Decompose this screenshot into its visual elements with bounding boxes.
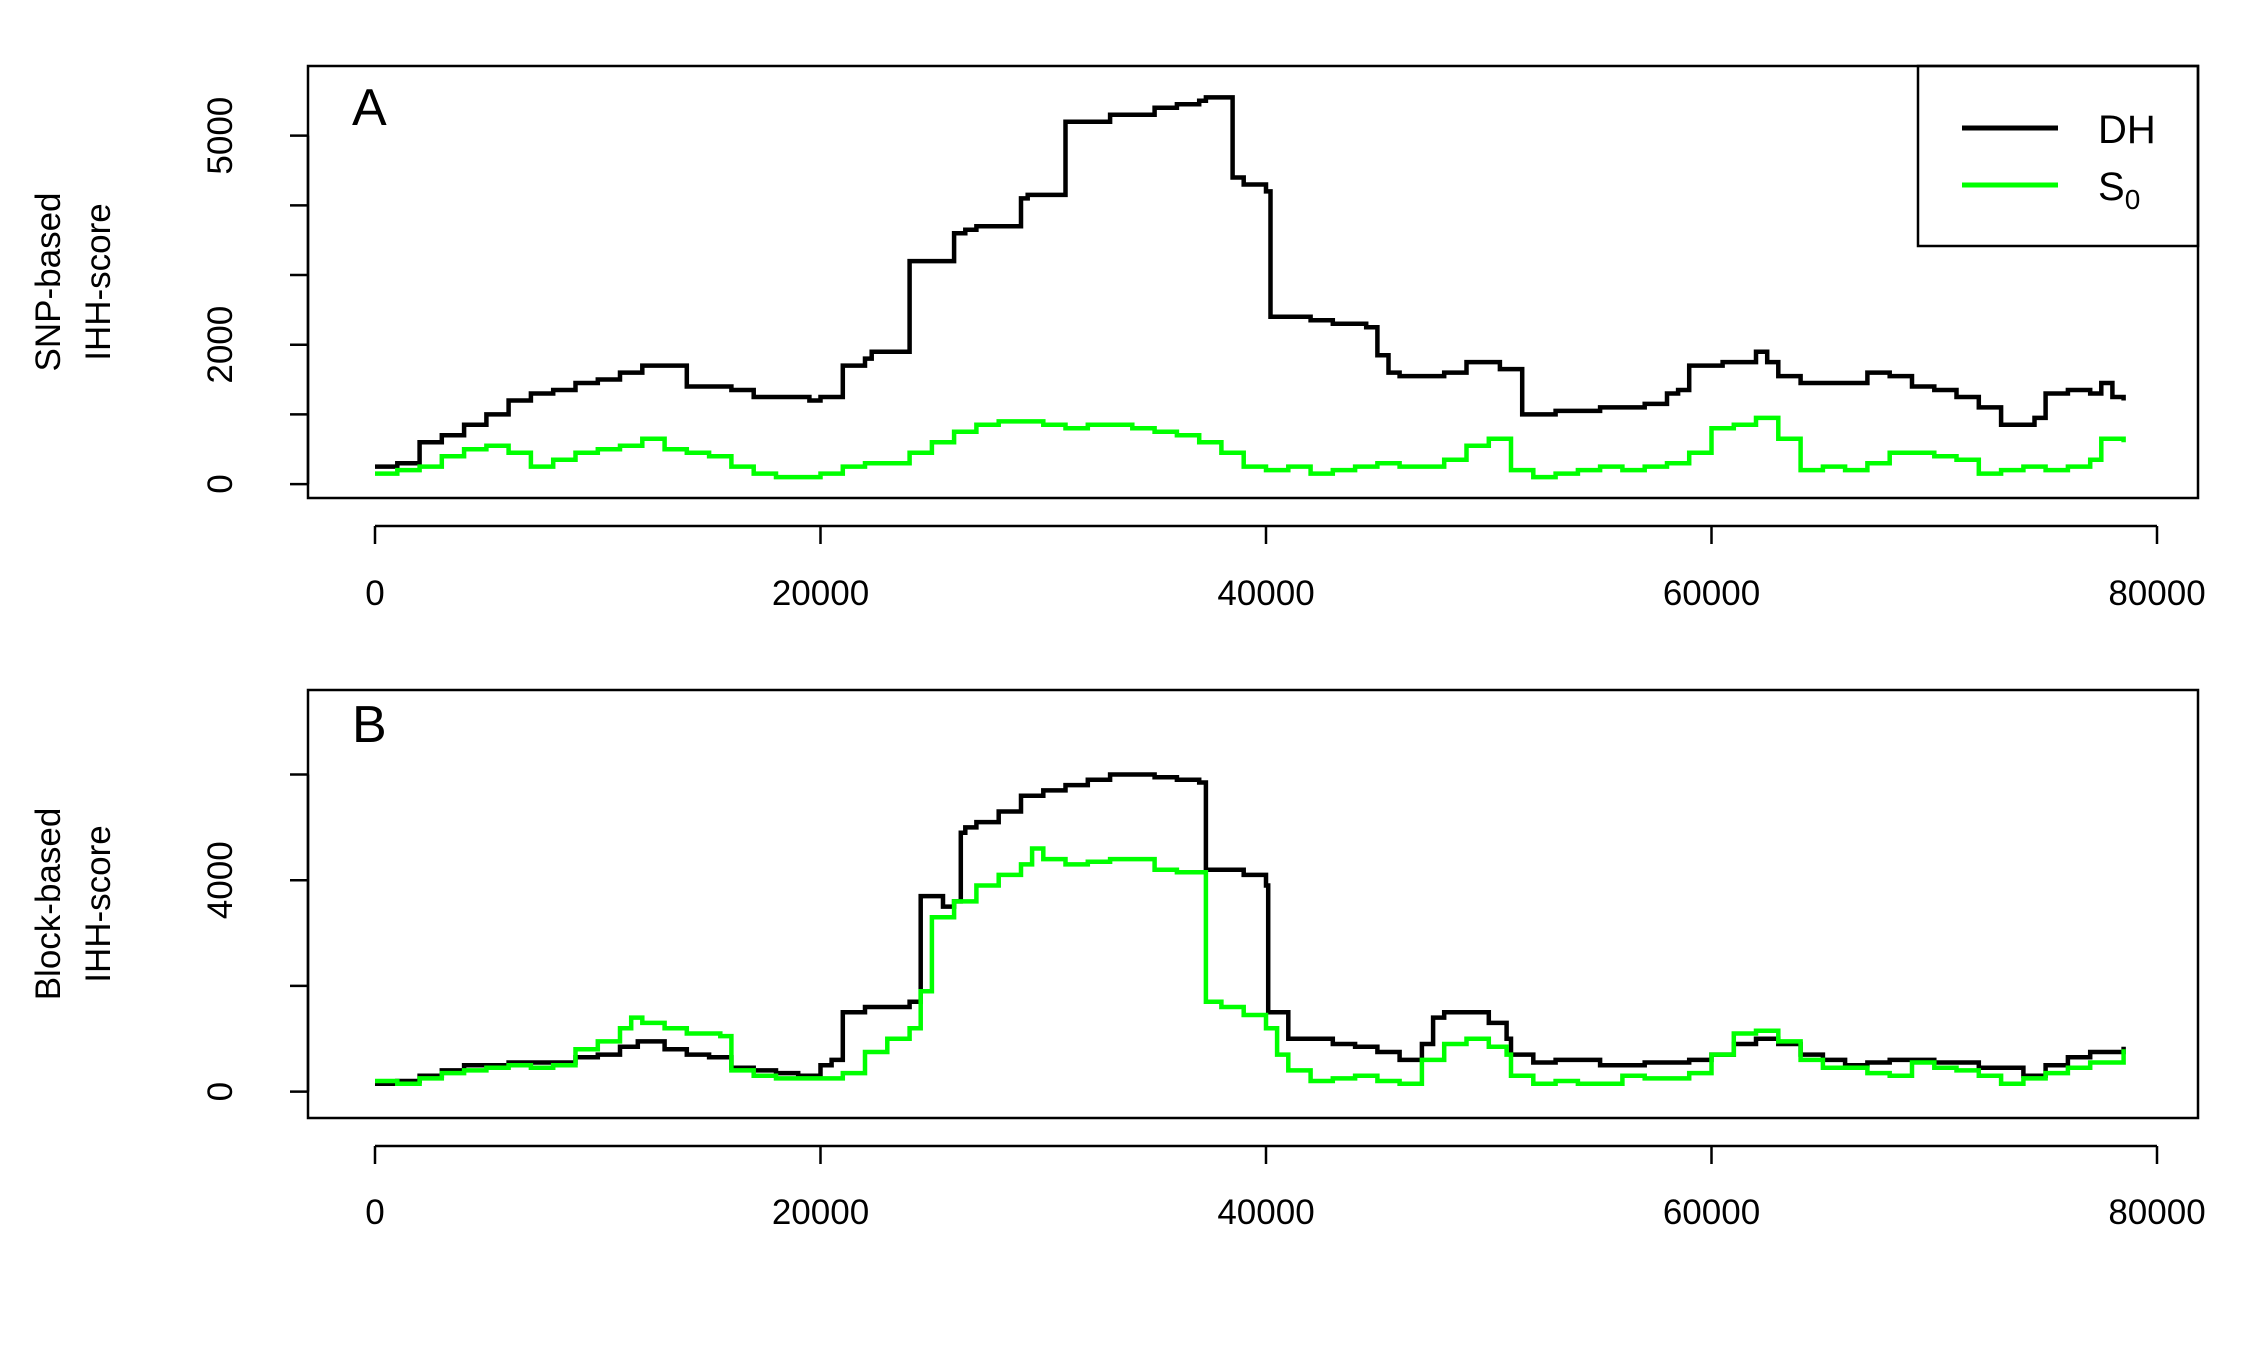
legend: DH S0 [1916, 64, 2200, 248]
x-tick-label: 80000 [2108, 1193, 2205, 1232]
x-tick-label: 40000 [1217, 574, 1314, 613]
y-tick-label: 0 [201, 474, 240, 493]
y-tick-label: 2000 [201, 306, 240, 384]
x-tick-label: 60000 [1663, 574, 1760, 613]
axis-ticks-b: 0 20000 40000 60000 80000 0 4000 [201, 773, 2206, 1232]
panel-b: B Block-based IHH-score 0 20000 40000 60000… [29, 688, 2206, 1232]
y-tick-label: 4000 [201, 841, 240, 919]
series-line-s0 [375, 415, 2126, 480]
panel-a: A SNP-based IHH-score 0 20000 40000 60000 80… [29, 64, 2206, 613]
series-layer-b [375, 772, 2126, 1086]
series-layer-a [375, 95, 2126, 480]
x-tick-label: 20000 [772, 574, 869, 613]
y-axis-title-a-line1: SNP-based [29, 193, 68, 372]
axis-ticks-a: 0 20000 40000 60000 80000 0 2000 5000 [201, 97, 2206, 613]
x-tick-label: 80000 [2108, 574, 2205, 613]
series-line-dh [375, 95, 2126, 469]
legend-label-s0-subscript: 0 [2125, 184, 2141, 215]
x-tick-label: 0 [365, 1193, 384, 1232]
x-tick-label: 40000 [1217, 1193, 1314, 1232]
panel-label-b: B [352, 696, 387, 754]
y-axis-title-b-line2: IHH-score [79, 825, 118, 983]
series-line-s0 [375, 846, 2126, 1086]
y-axis-title-a-line2: IHH-score [79, 203, 118, 361]
plot-frame-a [306, 64, 2200, 500]
x-tick-label: 20000 [772, 1193, 869, 1232]
x-tick-label: 0 [365, 574, 384, 613]
legend-label-s0: S0 [2098, 165, 2140, 215]
y-tick-label: 0 [201, 1082, 240, 1101]
panel-label-a: A [352, 79, 387, 137]
plot-frame-b [306, 688, 2200, 1120]
series-line-dh [375, 772, 2126, 1086]
legend-box [1916, 64, 2200, 248]
legend-label-dh: DH [2098, 108, 2156, 152]
x-tick-label: 60000 [1663, 1193, 1760, 1232]
y-tick-label: 5000 [201, 97, 240, 175]
y-axis-title-b-line1: Block-based [29, 808, 68, 1001]
legend-label-s0-main: S [2098, 165, 2125, 209]
